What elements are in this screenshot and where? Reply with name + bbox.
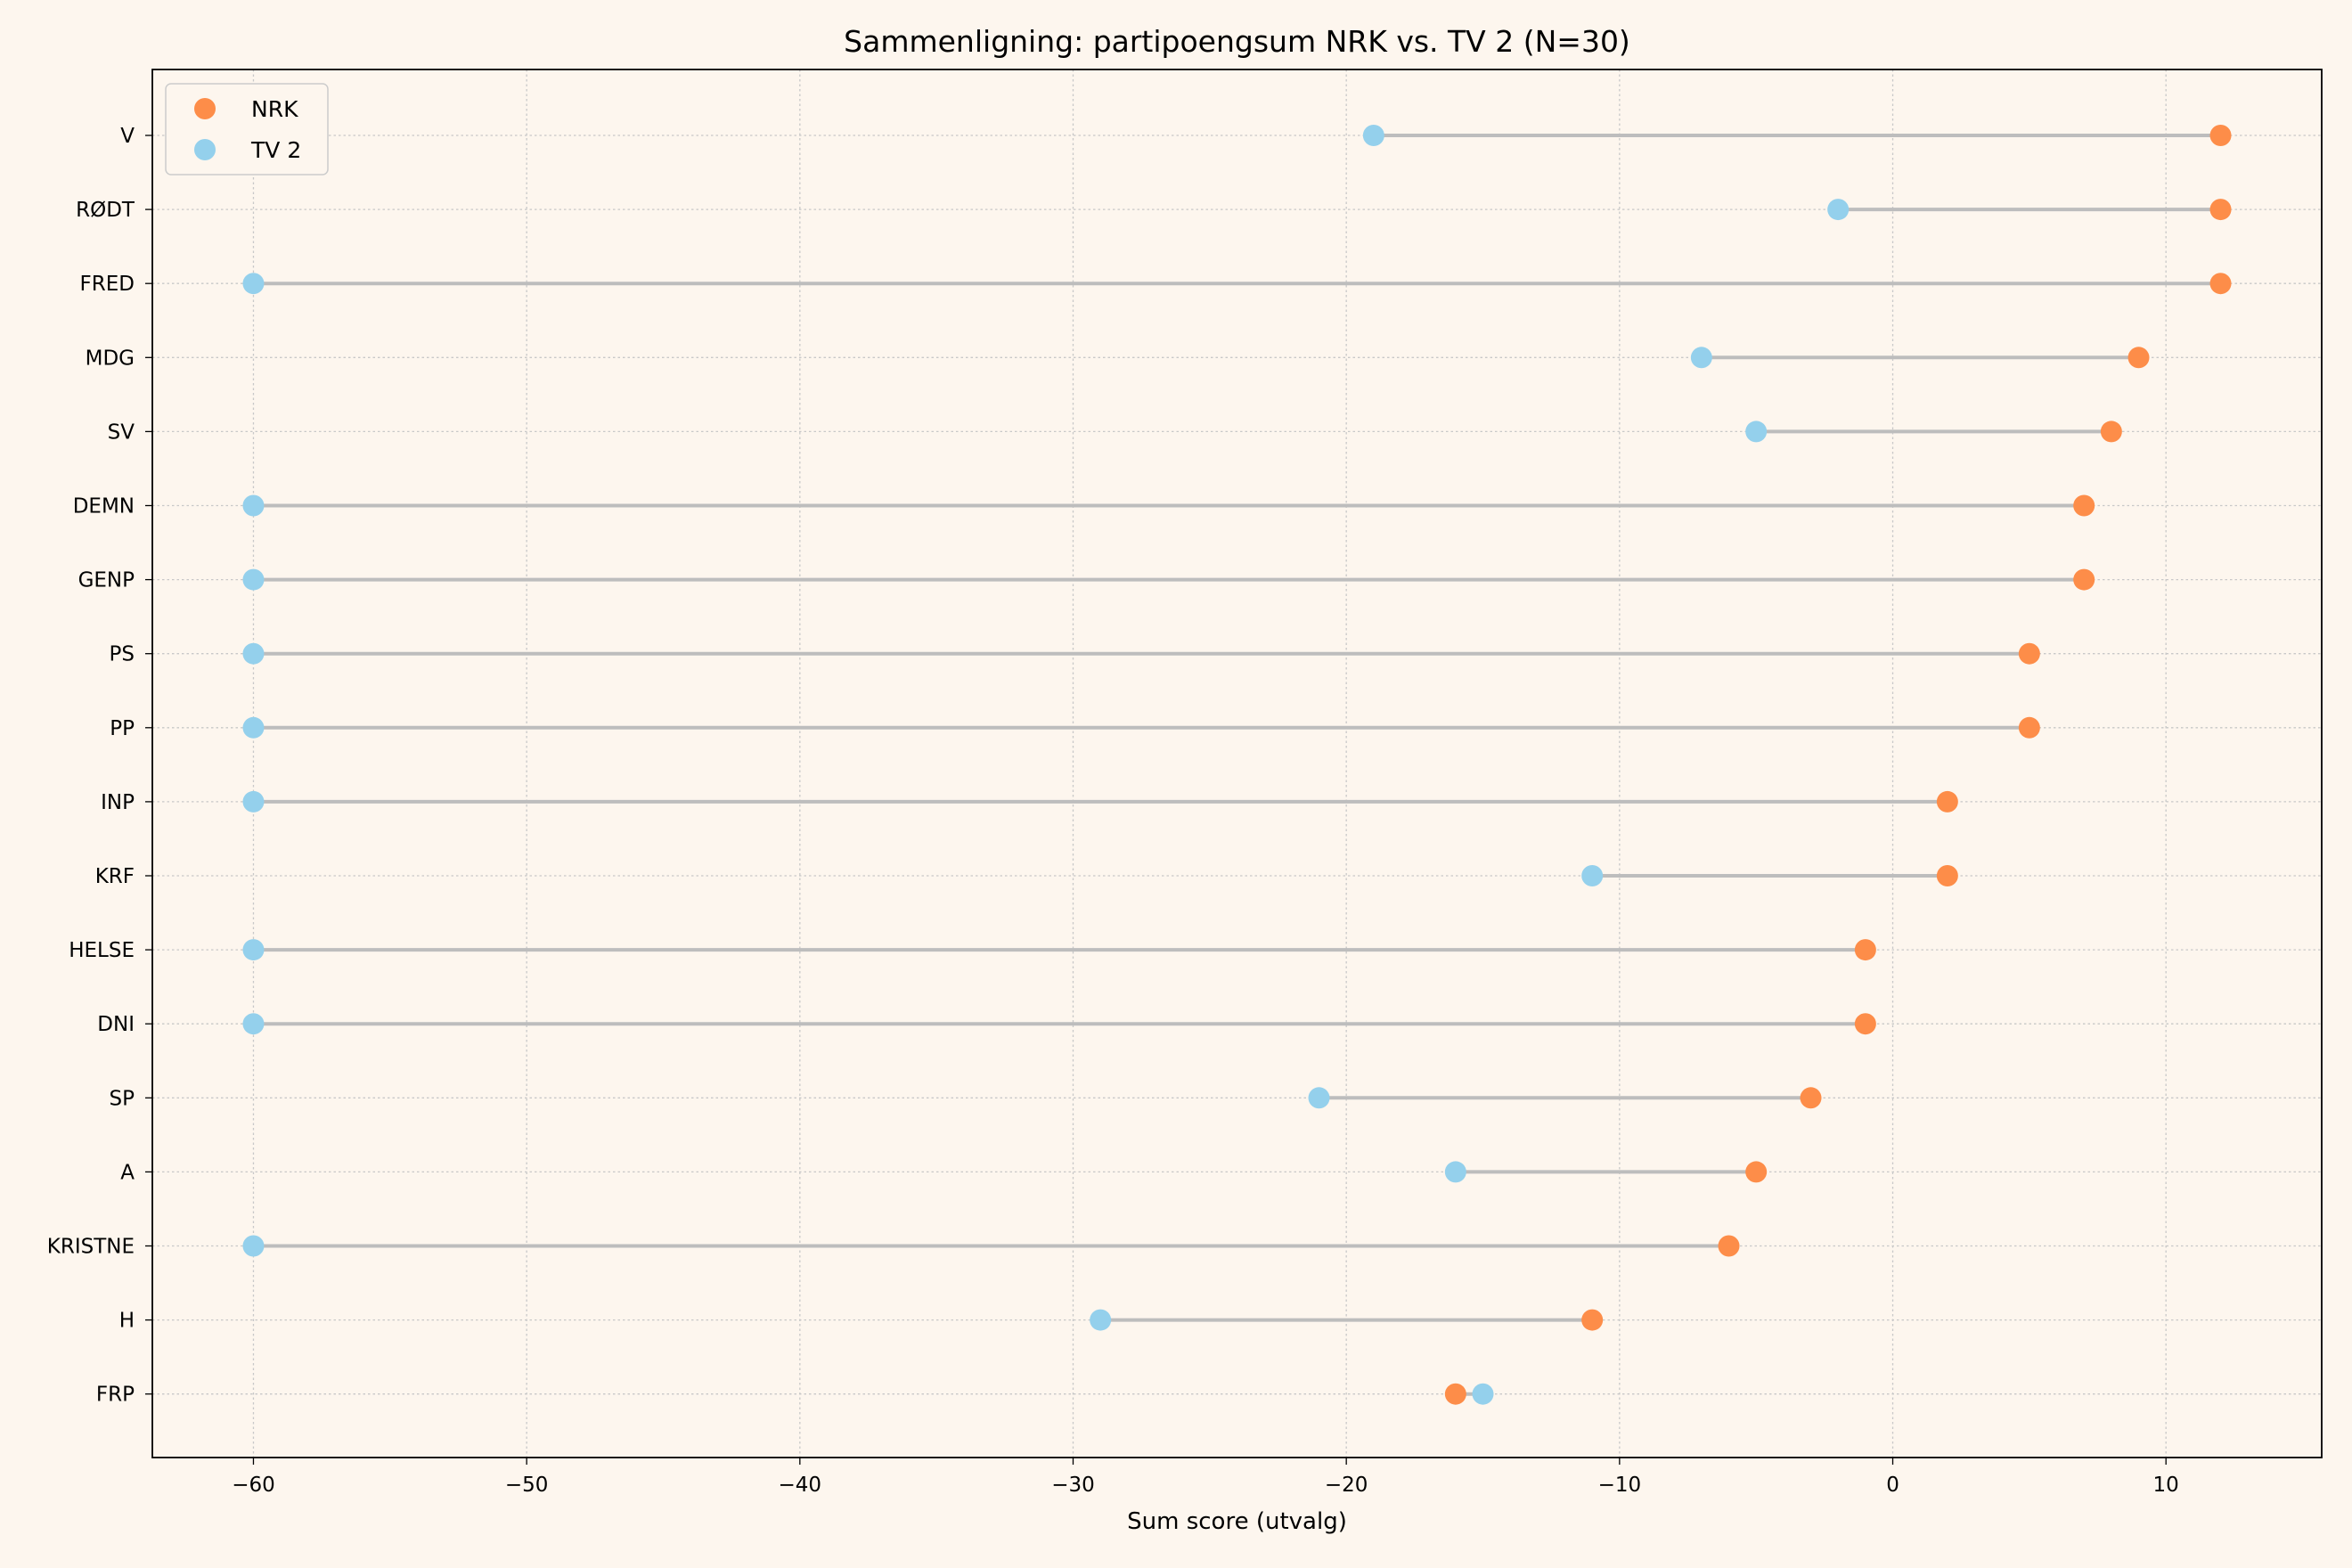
y-tick-label: HELSE	[69, 939, 135, 962]
nrk-point	[2073, 494, 2095, 517]
y-tick-label: FRP	[96, 1384, 135, 1407]
nrk-point	[2209, 273, 2232, 295]
nrk-point	[2127, 347, 2150, 369]
tv2-point	[242, 494, 265, 517]
connector-lines	[253, 134, 2221, 1396]
y-tick-label: MDG	[86, 347, 135, 370]
tv2-point	[1581, 865, 1604, 886]
x-axis-label: Sum score (utvalg)	[1127, 1508, 1347, 1535]
chart-title: Sammenligning: partipoengsum NRK vs. TV …	[844, 24, 1630, 59]
nrk-point	[1581, 1309, 1604, 1331]
tv2-point	[242, 568, 265, 591]
y-tick-label: DEMN	[73, 495, 135, 519]
axes: −60 −50 −40 −30 −20 −10 0 10 V RØDT FRED MDG SV DEMN G…	[47, 69, 2323, 1497]
y-tick-label: PP	[110, 717, 135, 740]
nrk-point	[1854, 1013, 1876, 1035]
data-points	[242, 125, 2232, 1405]
tv2-point	[1827, 199, 1850, 221]
x-tick-label: −30	[1051, 1474, 1095, 1497]
nrk-point	[1444, 1383, 1466, 1405]
y-tick-label: KRF	[95, 865, 135, 888]
y-tick-label: SP	[110, 1087, 135, 1110]
x-tick-label: −60	[232, 1474, 275, 1497]
tv2-point	[1090, 1309, 1112, 1331]
tv2-point	[242, 1235, 265, 1257]
tv2-point	[242, 273, 265, 295]
y-tick-label: FRED	[80, 273, 135, 296]
tv2-point	[1690, 347, 1712, 369]
x-tick-label: 0	[1886, 1474, 1899, 1497]
x-tick-label: −20	[1325, 1474, 1368, 1497]
nrk-point	[1718, 1235, 1740, 1257]
legend: NRK TV 2	[165, 83, 329, 176]
tv2-point	[1472, 1383, 1494, 1405]
legend-tv2-marker	[194, 139, 216, 160]
plot-area	[152, 69, 2322, 1458]
y-tick-label: H	[119, 1310, 135, 1333]
y-tick-label: V	[120, 125, 135, 148]
axes-frame	[151, 69, 2323, 1458]
y-tick-label: PS	[110, 643, 135, 666]
legend-nrk-label: NRK	[251, 96, 298, 122]
y-tick-label: INP	[101, 791, 135, 814]
y-tick-label: GENP	[78, 569, 135, 592]
nrk-point	[1936, 790, 1958, 813]
nrk-point	[2100, 421, 2122, 443]
nrk-point	[1745, 1161, 1768, 1183]
legend-box	[165, 83, 329, 176]
tv2-point	[242, 790, 265, 813]
tv2-point	[242, 642, 265, 665]
nrk-point	[2018, 716, 2040, 739]
y-tick-label: KRISTNE	[47, 1236, 135, 1259]
x-tick-label: −40	[779, 1474, 822, 1497]
legend-nrk-marker	[194, 98, 216, 119]
x-tick-label: −10	[1598, 1474, 1642, 1497]
tv2-point	[1362, 125, 1384, 146]
tv2-point	[242, 1013, 265, 1035]
tv2-point	[1444, 1161, 1466, 1183]
y-tick-label: DNI	[97, 1013, 135, 1036]
x-tick-label: 10	[2153, 1474, 2179, 1497]
grid-lines	[152, 69, 2322, 1458]
tv2-point	[1308, 1087, 1330, 1109]
y-tick-label: SV	[108, 421, 135, 444]
nrk-point	[2018, 642, 2040, 665]
y-tick-label: A	[120, 1161, 135, 1184]
nrk-point	[1800, 1087, 1822, 1109]
nrk-point	[2209, 125, 2232, 146]
nrk-point	[2073, 568, 2095, 591]
tv2-point	[242, 939, 265, 961]
legend-tv2-label: TV 2	[250, 137, 301, 163]
nrk-point	[1854, 939, 1876, 961]
y-tick-label: RØDT	[76, 199, 135, 222]
x-tick-label: −50	[505, 1474, 549, 1497]
nrk-point	[1936, 865, 1958, 886]
tv2-point	[1745, 421, 1768, 443]
tv2-point	[242, 716, 265, 739]
nrk-point	[2209, 199, 2232, 221]
